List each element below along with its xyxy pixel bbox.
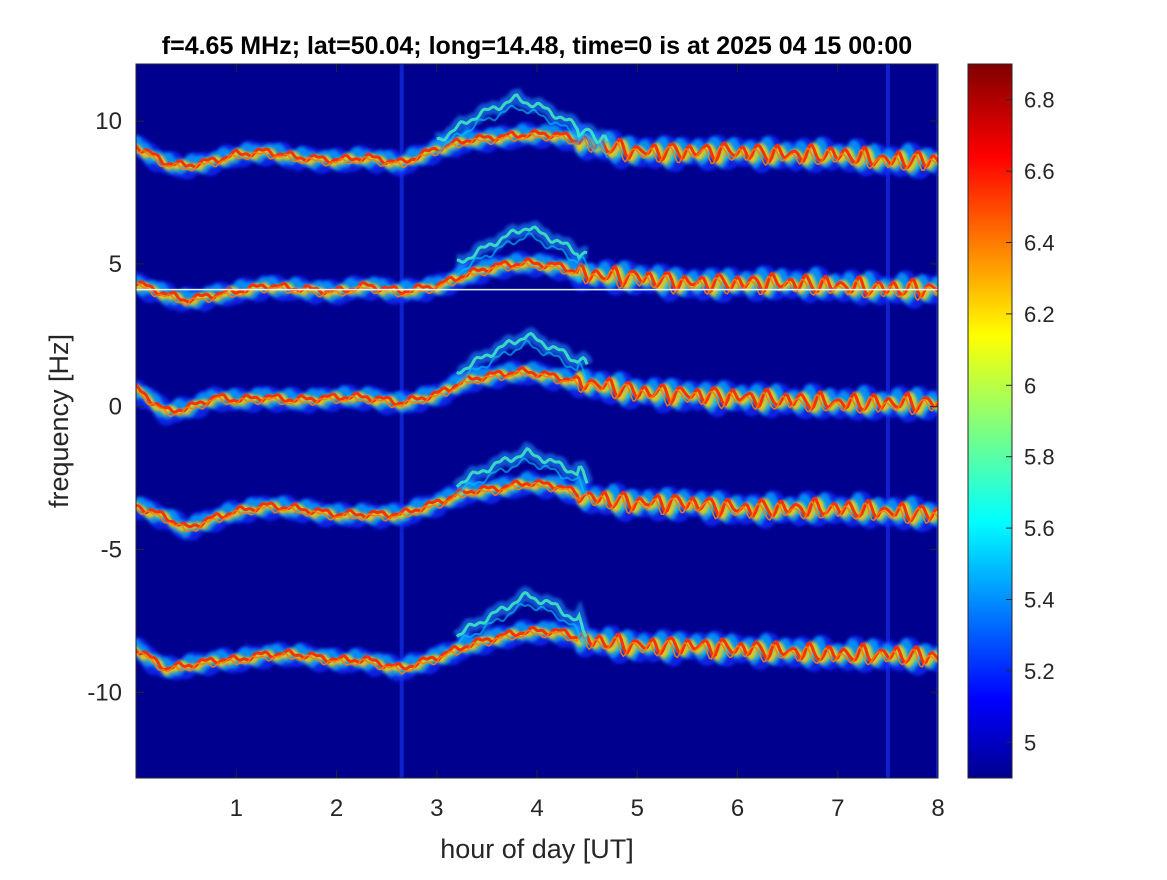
vertical-streak (936, 64, 938, 778)
colorbar-tick-label: 6.2 (1024, 302, 1055, 327)
trace-band (136, 132, 938, 172)
colorbar-tick-label: 5.8 (1024, 445, 1055, 470)
colorbar-tick-label: 6.6 (1024, 159, 1055, 184)
colorbar-tick-label: 5.4 (1024, 588, 1055, 613)
vertical-streak (399, 64, 404, 778)
upper-branch (453, 326, 593, 385)
colorbar-tick-label: 5.2 (1024, 659, 1055, 684)
branch-side (456, 602, 588, 646)
branch-core (455, 590, 588, 638)
series-trace (136, 470, 938, 541)
x-tick-label: 1 (230, 795, 243, 822)
y-tick-label: 10 (95, 108, 122, 135)
x-tick-label: 4 (530, 795, 543, 822)
y-axis-label: frequency [Hz] (44, 334, 74, 508)
colorbar (967, 63, 1013, 779)
trace-layer (136, 88, 938, 682)
chart-title: f=4.65 MHz; lat=50.04; long=14.48, time=… (162, 32, 912, 60)
branch-side (456, 232, 589, 276)
series-trace (136, 619, 938, 682)
y-axis-ticks: -10 -5 0 5 10 (87, 108, 938, 706)
branch-side (436, 104, 609, 159)
trace-band (136, 625, 938, 671)
branch-core (456, 225, 588, 264)
vertical-streak (885, 64, 890, 778)
upper-branch (453, 585, 591, 646)
y-tick-label: -5 (101, 537, 122, 564)
x-axis-label: hour of day [UT] (440, 834, 634, 864)
series-trace (136, 121, 938, 180)
colorbar-tick-label: 6.8 (1024, 88, 1055, 113)
branch-core (455, 446, 589, 488)
trace-band (136, 629, 938, 675)
series-trace (136, 360, 938, 426)
branch-side (456, 457, 588, 495)
trace-band (136, 478, 938, 529)
trace-band (136, 370, 938, 418)
x-tick-label: 2 (330, 795, 343, 822)
y-tick-label: -10 (87, 679, 122, 706)
x-tick-label: 7 (831, 795, 844, 822)
x-axis-ticks: 1 2 3 4 5 6 7 8 (230, 64, 945, 822)
colorbar-tick-label: 5 (1024, 730, 1036, 755)
branch-side (456, 338, 589, 385)
upper-branch (455, 220, 589, 276)
trace-band (136, 366, 938, 414)
trace-band (136, 481, 938, 533)
trace-band (136, 129, 938, 170)
y-tick-label: 0 (109, 394, 122, 421)
upper-branch (434, 88, 613, 159)
upper-branch (452, 441, 593, 495)
branch-core (436, 93, 609, 145)
x-tick-label: 5 (631, 795, 644, 822)
trace-band (136, 478, 938, 532)
colorbar-tick-label: 6.4 (1024, 231, 1055, 256)
vertical-streaks (399, 64, 938, 778)
x-tick-label: 6 (731, 795, 744, 822)
branch-core (456, 331, 589, 375)
colorbar-ticks: 5 5.2 5.4 5.6 5.8 6 6.2 6.4 6.6 6.8 (1006, 88, 1055, 755)
colorbar-tick-label: 6 (1024, 373, 1036, 398)
trace-band (136, 261, 938, 307)
x-tick-label: 3 (430, 795, 443, 822)
colorbar-tick-label: 5.6 (1024, 516, 1055, 541)
x-tick-label: 8 (931, 795, 944, 822)
y-tick-label: 5 (109, 251, 122, 278)
